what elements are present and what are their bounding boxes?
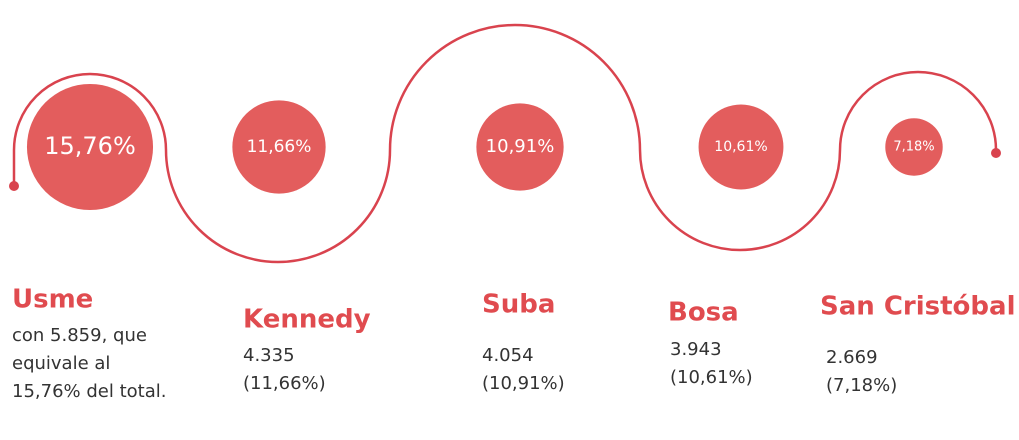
bubble	[885, 118, 943, 176]
district-name: Usme	[12, 285, 93, 315]
bubble-label: 7,18%	[893, 140, 934, 155]
district-detail: (7,18%)	[826, 375, 897, 396]
line-end-dot	[9, 181, 19, 191]
district-name: Kennedy	[243, 305, 371, 335]
bubble	[698, 104, 784, 190]
bubble-label: 10,91%	[486, 136, 555, 157]
bubble	[232, 100, 326, 194]
district-detail: 3.943	[670, 339, 722, 360]
line-end-dot	[991, 148, 1001, 158]
district-detail: (10,61%)	[670, 367, 753, 388]
district-detail: 15,76% del total.	[12, 381, 166, 402]
district-detail: equivale al	[12, 353, 110, 374]
district-detail: (10,91%)	[482, 373, 565, 394]
bubble-label: 15,76%	[44, 132, 136, 160]
district-name: Bosa	[668, 298, 739, 328]
bubble	[476, 103, 564, 191]
district-name: San Cristóbal	[820, 292, 1015, 322]
district-detail: con 5.859, que	[12, 325, 147, 346]
district-detail: 4.054	[482, 345, 534, 366]
district-detail: 2.669	[826, 347, 878, 368]
bubble-label: 11,66%	[247, 137, 312, 157]
bubble-label: 10,61%	[714, 139, 767, 155]
wave-line	[12, 23, 998, 264]
district-name: Suba	[482, 290, 555, 320]
bubble	[26, 83, 154, 211]
district-detail: (11,66%)	[243, 373, 326, 394]
district-detail: 4.335	[243, 345, 295, 366]
